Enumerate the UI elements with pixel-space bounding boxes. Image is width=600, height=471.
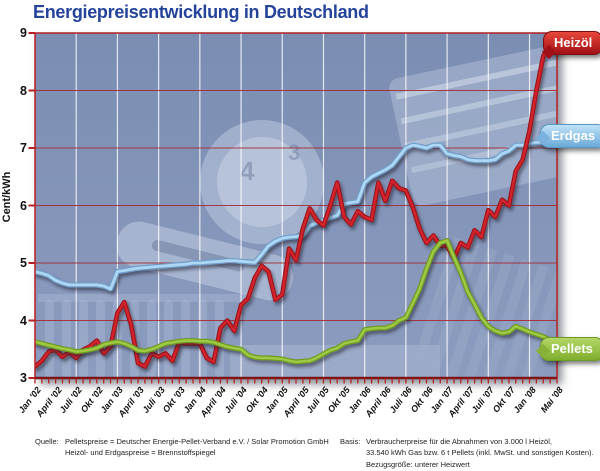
data-series-lines xyxy=(35,42,557,369)
basis-line-1: Verbraucherpreise für die Abnahmen von 3… xyxy=(366,437,552,446)
radiator-photo-backdrop: 4 3 xyxy=(38,36,557,378)
line-erdgas xyxy=(35,136,557,292)
y-axis-title: Cent/kWh xyxy=(1,171,13,223)
y-tick-label-4: 4 xyxy=(20,313,27,328)
basis-line-2: 33.540 kWh Gas bzw. 6 t Pellets (inkl. M… xyxy=(366,448,594,458)
y-tick-label-5: 5 xyxy=(20,256,27,270)
y-tick-label-8: 8 xyxy=(20,83,27,98)
source-label: Quelle: xyxy=(35,437,59,446)
y-tick-label-3: 3 xyxy=(20,371,27,385)
basis-label: Basis: xyxy=(340,437,361,446)
x-axis-ticks xyxy=(34,378,558,384)
basis-note: Basis: Verbraucherpreise für die Abnahme… xyxy=(340,436,596,470)
basis-line-3: Bezugsgröße: unterer Heizwert xyxy=(366,459,470,469)
page-title: Energiepreisentwicklung in Deutschland xyxy=(33,2,369,22)
source-line-2: Heizöl- und Erdgaspreise = Brennstoffspi… xyxy=(65,448,216,458)
y-axis-ticks xyxy=(28,32,35,379)
y-tick-label-6: 6 xyxy=(20,198,27,213)
line-heizöl xyxy=(35,42,557,369)
y-tick-label-9: 9 xyxy=(20,26,27,40)
source-line-1: Pelletspreise = Deutscher Energie-Pellet… xyxy=(65,437,329,446)
svg-text:3: 3 xyxy=(288,140,300,165)
source-note: Quelle: Pelletspreise = Deutscher Energi… xyxy=(35,436,335,459)
series-tag-erdgas: Erdgas xyxy=(540,124,600,148)
horizontal-gridlines xyxy=(35,90,557,321)
y-tick-label-7: 7 xyxy=(20,141,27,155)
series-tag-pellets: Pellets xyxy=(540,337,600,361)
svg-text:4: 4 xyxy=(240,156,255,186)
line-pellets xyxy=(35,238,557,365)
series-tag-heizoel: Heizöl xyxy=(543,31,600,55)
